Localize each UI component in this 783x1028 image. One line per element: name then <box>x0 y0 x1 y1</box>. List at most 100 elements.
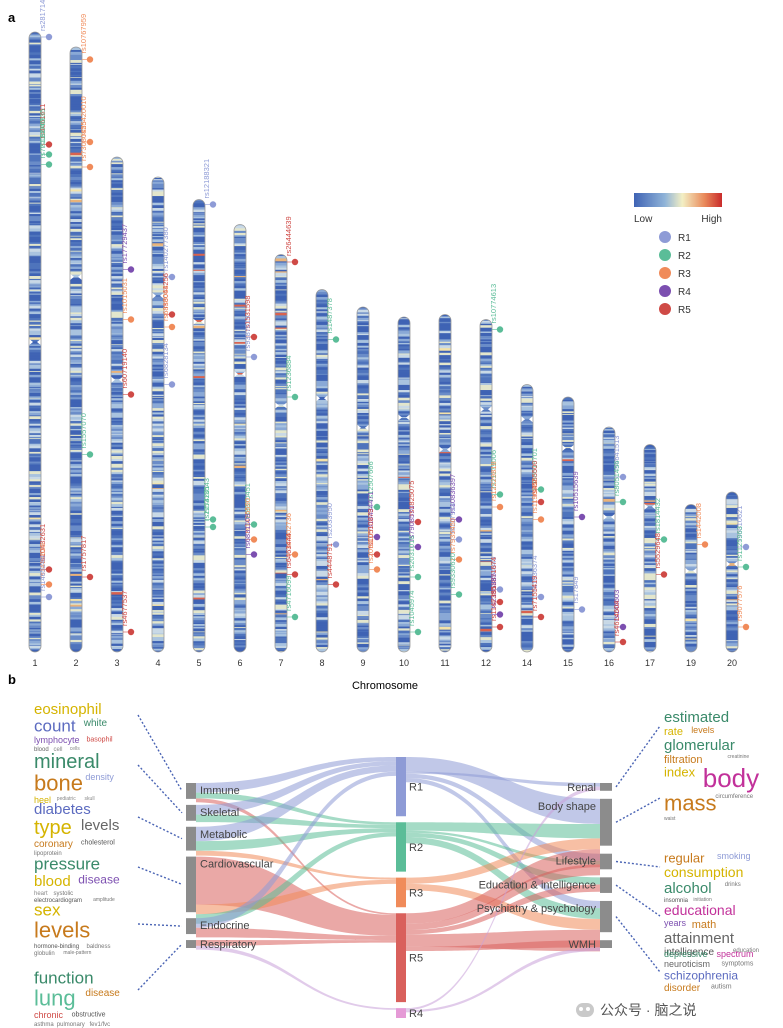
snp-label: rs2817145 <box>38 0 47 31</box>
snp-marker: rs6831109 <box>243 514 258 558</box>
chromosome-5: 5 <box>192 199 206 668</box>
word-cloud-term: insomnia <box>664 898 689 904</box>
snp-marker: rs1475590 <box>243 498 258 543</box>
word-cloud-term: eosinophil <box>34 701 102 718</box>
snp-marker: rs2195885 <box>489 573 504 618</box>
sankey-node <box>186 918 196 935</box>
chromosome-label: 12 <box>481 658 491 668</box>
right-word-cloud: depressive spectrum neuroticism symptomssch… <box>615 916 754 994</box>
snp-marker: rs1814432 <box>653 498 668 543</box>
snp-label: rs7155419 <box>530 576 539 611</box>
snp-marker: rs10767959 <box>79 14 94 63</box>
word-cloud-term: math <box>692 919 716 931</box>
snp-marker: rs26444639 <box>284 216 299 266</box>
connector-line <box>615 916 661 973</box>
word-cloud-term: levels <box>691 725 715 735</box>
snp-label: rs3044256 <box>161 273 170 308</box>
snp-marker: rs1045974 <box>407 591 422 636</box>
sankey-flow <box>406 830 600 865</box>
word-cloud-term: spectrum <box>717 949 754 959</box>
snp-label: rs2274201 <box>202 486 211 521</box>
sankey-flow <box>196 771 396 928</box>
snp-marker: rs1147385 <box>489 586 504 631</box>
sankey-right-label: Lifestyle <box>556 856 596 868</box>
snp-marker: rs1825075 <box>407 481 422 526</box>
legend-label: R3 <box>678 269 691 280</box>
connector-line <box>137 923 183 927</box>
snp-marker: rs1125963 <box>735 526 750 571</box>
word-cloud-term: function <box>34 969 94 988</box>
snp-marker: rs117924 <box>448 503 463 543</box>
snp-marker: rs7935450 <box>448 518 463 563</box>
legend-item-R2: R2 <box>659 249 691 262</box>
snp-label: rs2195885 <box>489 573 498 608</box>
word-cloud-term: blood <box>34 747 49 753</box>
chromosome-ideogram-plot: 1 2 3 4 5 6 7 8 9 10 11 12 14 15 16 17 19 20rs2817145rs40… <box>28 0 750 668</box>
snp-marker: rs11871674 <box>489 557 504 606</box>
sankey-flow <box>406 838 600 884</box>
panel-b-label: b <box>8 672 16 687</box>
word-cloud-term: smoking <box>717 851 751 861</box>
snp-marker: rs3044256 <box>161 273 176 318</box>
snp-marker: rs146603 <box>612 590 627 631</box>
chromosome-label: 7 <box>278 658 283 668</box>
snp-label: rs1045974 <box>407 591 416 626</box>
snp-marker: rs12229818 <box>489 461 504 511</box>
snp-label: rs11179006 <box>489 450 498 489</box>
word-cloud-term: disorder <box>664 983 701 994</box>
sankey-node <box>600 798 612 846</box>
word-cloud-term: heart <box>34 891 48 897</box>
word-cloud-term: education <box>733 948 759 954</box>
sankey-node <box>186 856 196 913</box>
sankey-flow <box>196 832 396 924</box>
snp-label: rs1442008 <box>694 503 703 538</box>
snp-marker: rs1557070 <box>79 413 94 458</box>
chromosome-label: 17 <box>645 658 655 668</box>
snp-marker: rs12188321 <box>202 159 217 208</box>
word-cloud-term: mineral <box>34 751 100 773</box>
snp-label: rs9077576 <box>735 586 744 621</box>
snp-marker: rs5529648 <box>653 533 668 578</box>
word-cloud-term: electrocardiogram <box>34 898 82 904</box>
snp-marker: rs1196982 <box>530 479 545 523</box>
sankey-right-label: Body shape <box>538 801 596 813</box>
sankey-left-label: Cardiovascular <box>200 859 274 871</box>
word-cloud-term: male-pattern <box>63 950 91 956</box>
snp-label: rs4716099 <box>284 576 293 611</box>
legend-dot <box>659 231 671 243</box>
word-cloud-term: creatinine <box>728 754 750 760</box>
snp-marker: rs1036374 <box>530 556 545 601</box>
sankey-flow <box>196 945 396 1010</box>
word-cloud-term: basophil <box>87 737 114 744</box>
chromosome-label: 6 <box>237 658 242 668</box>
snp-label: rs1487378 <box>325 298 334 333</box>
snp-label: rs7935450 <box>448 518 457 553</box>
snp-label: rs117924 <box>448 503 457 534</box>
sankey-left-label: Immune <box>200 785 240 797</box>
chromosome-6: 6 <box>233 224 247 668</box>
chromosome-1: 1 <box>28 31 42 668</box>
word-cloud-term: years <box>664 918 687 928</box>
snp-label: rs1814432 <box>653 498 662 533</box>
chromosome-label: 8 <box>319 658 324 668</box>
snp-marker: rs9387619 <box>243 316 258 361</box>
snp-marker: rs11179006 <box>489 450 504 498</box>
word-cloud-term: chronic <box>34 1010 64 1020</box>
snp-label: rs7802736 <box>284 513 293 548</box>
snp-label: rs6831109 <box>243 514 252 549</box>
word-cloud-term: white <box>83 718 108 729</box>
word-cloud-term: disease <box>78 873 120 887</box>
snp-label: rs4448791 <box>325 543 334 578</box>
sankey-region-label: R1 <box>409 782 423 794</box>
chromosome-12: 12 <box>479 319 493 668</box>
snp-label: rs5529648 <box>653 533 662 568</box>
word-cloud-term: baldness <box>87 944 111 950</box>
word-cloud-term: blood <box>34 873 71 890</box>
chromosome-label: 9 <box>360 658 365 668</box>
legend-label: R5 <box>678 305 691 316</box>
legend-item-R4: R4 <box>659 285 691 298</box>
sankey-node <box>186 826 196 851</box>
